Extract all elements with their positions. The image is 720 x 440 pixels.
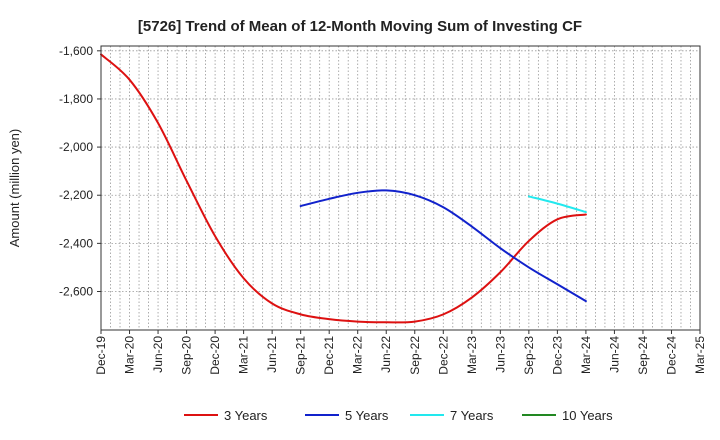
y-tick-label: -2,400	[59, 236, 93, 250]
x-tick-label: Sep-22	[408, 336, 422, 375]
x-tick-label: Dec-24	[664, 336, 678, 375]
x-tick-label: Jun-23	[493, 336, 507, 373]
series-line-2	[299, 189, 587, 303]
plot-frame	[100, 45, 701, 331]
series-line-1	[100, 53, 587, 324]
x-tick-label: Mar-21	[237, 336, 251, 374]
x-tick-label: Sep-21	[294, 336, 308, 375]
legend-label-2: 5 Years	[345, 408, 389, 423]
x-tick-label: Dec-23	[550, 336, 564, 375]
y-tick-label: -2,200	[59, 188, 93, 202]
x-tick-label: Mar-22	[351, 336, 365, 374]
y-axis-label: Amount (million yen)	[7, 129, 22, 248]
x-ticks: Dec-19 Mar-20 Jun-20 Sep-20 Dec-20 Mar-21 Jun-…	[94, 330, 707, 375]
x-tick-label: Mar-23	[465, 336, 479, 374]
series-lines	[100, 53, 587, 324]
series-line-3	[527, 195, 587, 214]
x-tick-label: Jun-22	[379, 336, 393, 373]
x-tick-label: Mar-20	[123, 336, 137, 374]
x-tick-label: Mar-24	[579, 336, 593, 374]
x-tick-label: Mar-25	[693, 336, 707, 374]
y-tick-label: -2,000	[59, 140, 93, 154]
x-tick-label: Sep-23	[522, 336, 536, 375]
legend-label-3: 7 Years	[450, 408, 494, 423]
x-tick-label: Jun-24	[607, 336, 621, 373]
x-tick-label: Dec-19	[94, 336, 108, 375]
x-tick-label: Sep-24	[636, 336, 650, 375]
legend-label-4: 10 Years	[562, 408, 613, 423]
x-tick-label: Jun-20	[151, 336, 165, 373]
x-tick-label: Jun-21	[265, 336, 279, 373]
legend: 3 Years 5 Years 7 Years 10 Years	[184, 408, 613, 423]
chart-title: [5726] Trend of Mean of 12-Month Moving …	[138, 18, 582, 35]
x-tick-label: Dec-20	[208, 336, 222, 375]
x-tick-label: Dec-22	[436, 336, 450, 375]
x-tick-label: Sep-20	[180, 336, 194, 375]
y-tick-label: -2,600	[59, 284, 93, 298]
y-tick-label: -1,800	[59, 92, 93, 106]
y-ticks: -1,600 -1,800 -2,000 -2,200 -2,400 -2,600	[59, 44, 101, 298]
y-tick-label: -1,600	[59, 44, 93, 58]
x-tick-label: Dec-21	[322, 336, 336, 375]
legend-label-1: 3 Years	[224, 408, 268, 423]
